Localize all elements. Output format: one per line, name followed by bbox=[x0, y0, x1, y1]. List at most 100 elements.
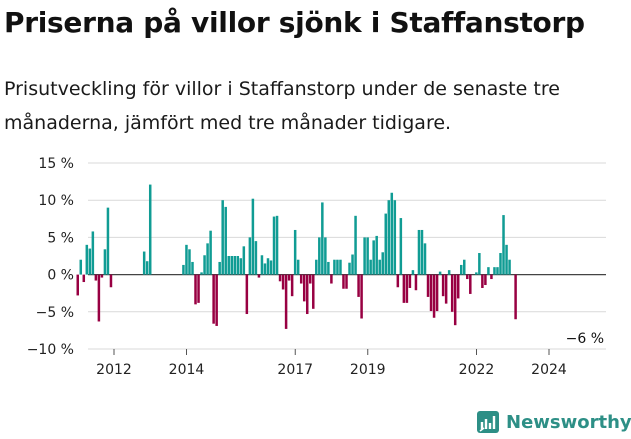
bar bbox=[463, 259, 466, 275]
bar-chart-logo-icon bbox=[477, 411, 499, 433]
bar bbox=[191, 261, 194, 275]
bar bbox=[450, 274, 454, 312]
bar bbox=[79, 259, 83, 275]
bar bbox=[484, 274, 487, 286]
bar bbox=[456, 274, 460, 299]
bar bbox=[330, 274, 333, 284]
bar bbox=[366, 237, 369, 275]
bar bbox=[459, 264, 463, 275]
bar bbox=[209, 230, 212, 275]
bar bbox=[411, 270, 415, 275]
y-tick-label: −5 % bbox=[36, 305, 74, 321]
bar bbox=[275, 215, 279, 275]
bar bbox=[408, 274, 412, 288]
bar bbox=[200, 272, 203, 275]
bar bbox=[248, 237, 252, 275]
bar bbox=[242, 246, 246, 275]
bar bbox=[287, 274, 291, 281]
bar bbox=[321, 202, 324, 275]
bar bbox=[351, 254, 354, 275]
bar bbox=[324, 237, 327, 275]
bar bbox=[381, 252, 384, 275]
bar bbox=[109, 274, 113, 288]
y-tick-label: 0 % bbox=[47, 268, 74, 284]
bar bbox=[206, 243, 209, 275]
bar bbox=[475, 272, 478, 275]
bar bbox=[182, 264, 185, 275]
bar bbox=[269, 260, 273, 275]
bar bbox=[441, 274, 445, 297]
bar bbox=[318, 237, 321, 275]
bar bbox=[290, 274, 294, 297]
bar bbox=[94, 274, 98, 281]
bar bbox=[197, 274, 200, 303]
y-tick-label: 15 % bbox=[38, 156, 74, 172]
y-tick-label: 10 % bbox=[38, 193, 74, 209]
bar bbox=[481, 274, 484, 288]
bar bbox=[85, 244, 89, 275]
bar bbox=[224, 206, 227, 275]
bar bbox=[342, 274, 345, 289]
bar bbox=[299, 274, 303, 284]
bar bbox=[100, 274, 104, 278]
bar bbox=[339, 259, 342, 275]
bar bbox=[444, 274, 448, 304]
latest-value-annotation: −6 % bbox=[566, 331, 604, 347]
bar bbox=[432, 274, 436, 318]
bar bbox=[496, 267, 499, 275]
bar bbox=[185, 244, 188, 275]
chart-title: Priserna på villor sjönk i Staffanstorp bbox=[4, 6, 585, 39]
bar bbox=[487, 267, 490, 275]
bar bbox=[142, 251, 146, 275]
bar bbox=[414, 274, 418, 291]
bar bbox=[402, 274, 406, 303]
bar bbox=[296, 259, 300, 275]
bar bbox=[429, 274, 433, 312]
bar bbox=[514, 274, 517, 320]
bar bbox=[499, 253, 502, 275]
bar bbox=[88, 248, 92, 275]
bar bbox=[372, 240, 375, 275]
bar bbox=[405, 274, 409, 303]
bar bbox=[354, 215, 357, 275]
bar bbox=[369, 259, 372, 275]
bar bbox=[357, 274, 360, 297]
bar bbox=[97, 274, 101, 322]
axes: 15 % 10 % 5 % 0 % −5 % −10 % 2012 2014 2017 2019 2… bbox=[27, 156, 567, 378]
bar bbox=[251, 198, 255, 275]
bar bbox=[375, 235, 378, 275]
bar bbox=[245, 274, 249, 315]
bar bbox=[293, 229, 297, 275]
bar bbox=[348, 262, 351, 275]
bar bbox=[76, 274, 79, 296]
bar bbox=[302, 274, 306, 302]
brand-name: Newsworthy bbox=[506, 411, 631, 433]
bar bbox=[278, 274, 282, 282]
bar bbox=[257, 274, 261, 278]
bar bbox=[281, 274, 285, 290]
bar bbox=[453, 274, 457, 326]
y-tick-label: −10 % bbox=[27, 342, 74, 358]
bar bbox=[493, 267, 496, 275]
bar bbox=[384, 213, 387, 275]
bar bbox=[263, 263, 267, 275]
bar bbox=[333, 259, 336, 275]
bar bbox=[466, 274, 469, 280]
bar bbox=[478, 253, 481, 275]
bar bbox=[203, 255, 206, 275]
bar bbox=[194, 274, 197, 305]
bar bbox=[305, 274, 309, 315]
bar bbox=[360, 274, 363, 319]
bar bbox=[438, 271, 442, 275]
bar bbox=[227, 256, 230, 275]
bar bbox=[188, 249, 191, 275]
bar bbox=[327, 261, 330, 275]
bar bbox=[435, 274, 439, 312]
bar bbox=[315, 259, 318, 275]
bar bbox=[260, 255, 264, 275]
bar bbox=[508, 259, 511, 275]
bar bbox=[148, 184, 152, 275]
bar bbox=[469, 274, 472, 294]
bar bbox=[393, 200, 397, 275]
bar bbox=[272, 216, 276, 275]
